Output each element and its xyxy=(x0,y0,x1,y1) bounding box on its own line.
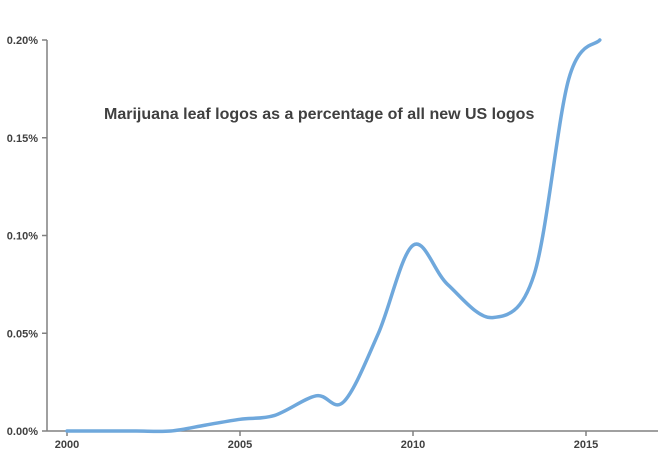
x-tick-label: 2000 xyxy=(55,439,79,451)
chart-title: Marijuana leaf logos as a percentage of … xyxy=(104,106,534,123)
x-tick-label: 2015 xyxy=(574,439,598,451)
y-tick-label: 0.20% xyxy=(7,35,38,47)
plot-area xyxy=(65,38,602,434)
y-tick-label: 0.10% xyxy=(7,231,38,243)
series-line-0 xyxy=(65,38,602,434)
chart-axes xyxy=(46,40,658,432)
y-tick-label: 0.00% xyxy=(7,426,38,438)
y-tick-label: 0.15% xyxy=(7,133,38,145)
tick-group: 0.00% 0.05% 0.10% 0.15% 0.20% 2000 2005 2010 201… xyxy=(7,35,598,451)
x-tick-label: 2005 xyxy=(228,439,252,451)
y-tick-label: 0.05% xyxy=(7,328,38,340)
x-tick-label: 2010 xyxy=(401,439,425,451)
